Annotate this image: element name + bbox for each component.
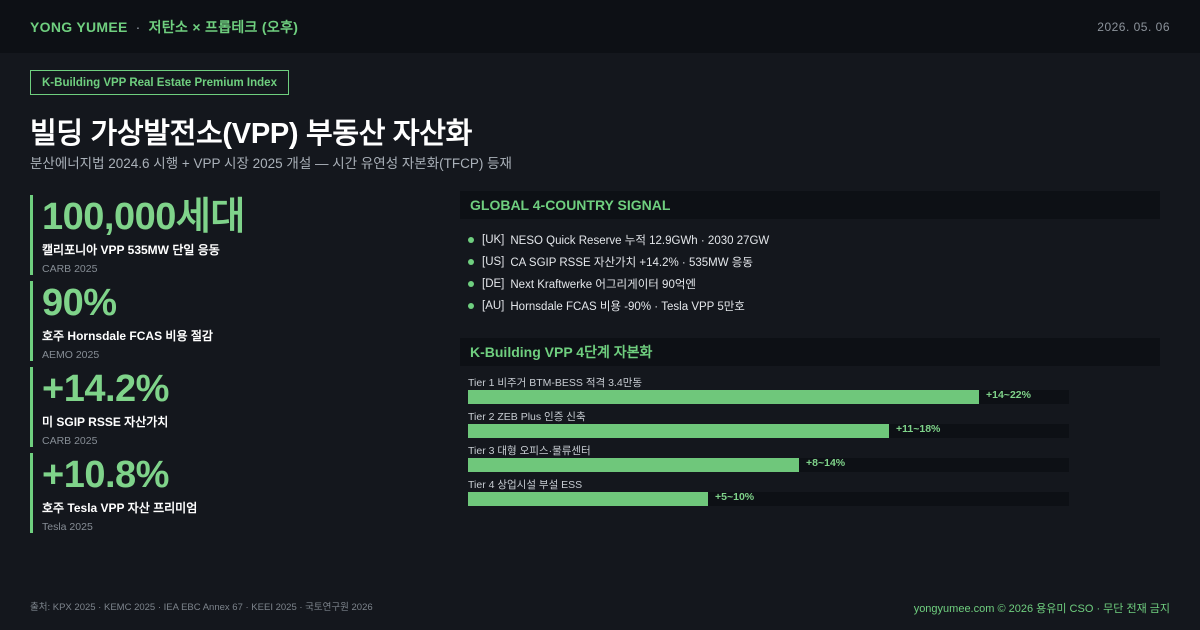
metric-card: 90% 호주 Hornsdale FCAS 비용 절감 AEMO 2025 [30,281,430,361]
country-code: [DE] [482,278,505,290]
metric-card: +10.8% 호주 Tesla VPP 자산 프리미엄 Tesla 2025 [30,453,430,533]
tier-row: Tier 2 ZEB Plus 인증 신축 +11~18% [468,410,1168,444]
tier-bar [468,492,708,506]
metric-value: +14.2% [42,368,169,410]
brand: YONG YUMEE · 저탄소 × 프롭테크 (오후) [30,17,298,37]
tier-label: Tier 3 대형 오피스·물류센터 [468,445,591,457]
bullet-dot-icon [468,303,474,309]
tier-bars: Tier 1 비주거 BTM-BESS 적격 3.4만동 +14~22% Tie… [468,376,1168,512]
tier-track: +5~10% [468,491,1069,506]
bullet-dot-icon [468,281,474,287]
metric-source: CARB 2025 [42,435,98,447]
tier-track: +11~18% [468,423,1069,438]
tier-bar [468,390,979,404]
bullet-dot-icon [468,259,474,265]
tier-row: Tier 4 상업시설 부설 ESS +5~10% [468,478,1168,512]
country-code: [AU] [482,300,505,312]
index-tag: K-Building VPP Real Estate Premium Index [30,70,289,95]
country-code: [US] [482,256,505,268]
metric-source: CARB 2025 [42,263,98,275]
metric-label: 호주 Hornsdale FCAS 비용 절감 [42,329,213,343]
metric-label: 호주 Tesla VPP 자산 프리미엄 [42,501,198,515]
country-code: [UK] [482,234,505,246]
tier-row: Tier 3 대형 오피스·물류센터 +8~14% [468,444,1168,478]
page-subtitle: 분산에너지법 2024.6 시행 + VPP 시장 2025 개설 — 시간 유… [30,156,512,171]
tier-label: Tier 4 상업시설 부설 ESS [468,479,583,491]
metrics-column: 100,000세대 캘리포니아 VPP 535MW 단일 응동 CARB 202… [30,195,430,539]
list-item: [DE] Next Kraftwerke 어그리게이터 90억엔 [468,273,1158,295]
tier-row: Tier 1 비주거 BTM-BESS 적격 3.4만동 +14~22% [468,376,1168,410]
metric-value: +10.8% [42,454,169,496]
tier-bar [468,458,799,472]
metric-source: AEMO 2025 [42,349,100,361]
brand-separator: · [135,18,141,35]
metric-value: 100,000세대 [42,196,245,238]
tier-heading: K-Building VPP 4단계 자본화 [460,338,1160,366]
tier-label: Tier 2 ZEB Plus 인증 신축 [468,411,586,423]
metric-card: +14.2% 미 SGIP RSSE 자산가치 CARB 2025 [30,367,430,447]
credit-footnote: yongyumee.com © 2026 용유미 CSO · 무단 전재 금지 [913,603,1170,615]
metric-card: 100,000세대 캘리포니아 VPP 535MW 단일 응동 CARB 202… [30,195,430,275]
tier-track: +8~14% [468,457,1069,472]
list-item: [US] CA SGIP RSSE 자산가치 +14.2% · 535MW 응동 [468,251,1158,273]
tier-range: +14~22% [986,389,1031,401]
metric-value: 90% [42,282,117,324]
brand-name: YONG YUMEE [30,18,128,35]
publish-date: 2026. 05. 06 [1097,19,1170,34]
signal-text: NESO Quick Reserve 누적 12.9GWh · 2030 27G… [510,235,770,247]
bullet-dot-icon [468,237,474,243]
metric-label: 미 SGIP RSSE 자산가치 [42,415,169,429]
top-bar: YONG YUMEE · 저탄소 × 프롭테크 (오후) 2026. 05. 0… [0,0,1200,53]
global-signal-list: [UK] NESO Quick Reserve 누적 12.9GWh · 203… [468,229,1158,317]
signal-text: CA SGIP RSSE 자산가치 +14.2% · 535MW 응동 [510,257,753,269]
signal-text: Next Kraftwerke 어그리게이터 90억엔 [510,279,696,291]
signal-text: Hornsdale FCAS 비용 -90% · Tesla VPP 5만호 [510,301,745,313]
tier-track: +14~22% [468,389,1069,404]
tier-range: +11~18% [896,423,941,435]
metric-label: 캘리포니아 VPP 535MW 단일 응동 [42,243,220,257]
series-name: 저탄소 × 프롭테크 (오후) [148,18,299,35]
source-footnote: 출처: KPX 2025 · KEMC 2025 · IEA EBC Annex… [30,602,373,613]
tier-range: +5~10% [715,491,755,503]
tier-bar [468,424,889,438]
global-signal-heading: GLOBAL 4-COUNTRY SIGNAL [460,191,1160,219]
tier-range: +8~14% [806,457,846,469]
tier-label: Tier 1 비주거 BTM-BESS 적격 3.4만동 [468,377,643,389]
page-title: 빌딩 가상발전소(VPP) 부동산 자산화 [30,118,473,150]
metric-source: Tesla 2025 [42,521,93,533]
list-item: [AU] Hornsdale FCAS 비용 -90% · Tesla VPP … [468,295,1158,317]
list-item: [UK] NESO Quick Reserve 누적 12.9GWh · 203… [468,229,1158,251]
